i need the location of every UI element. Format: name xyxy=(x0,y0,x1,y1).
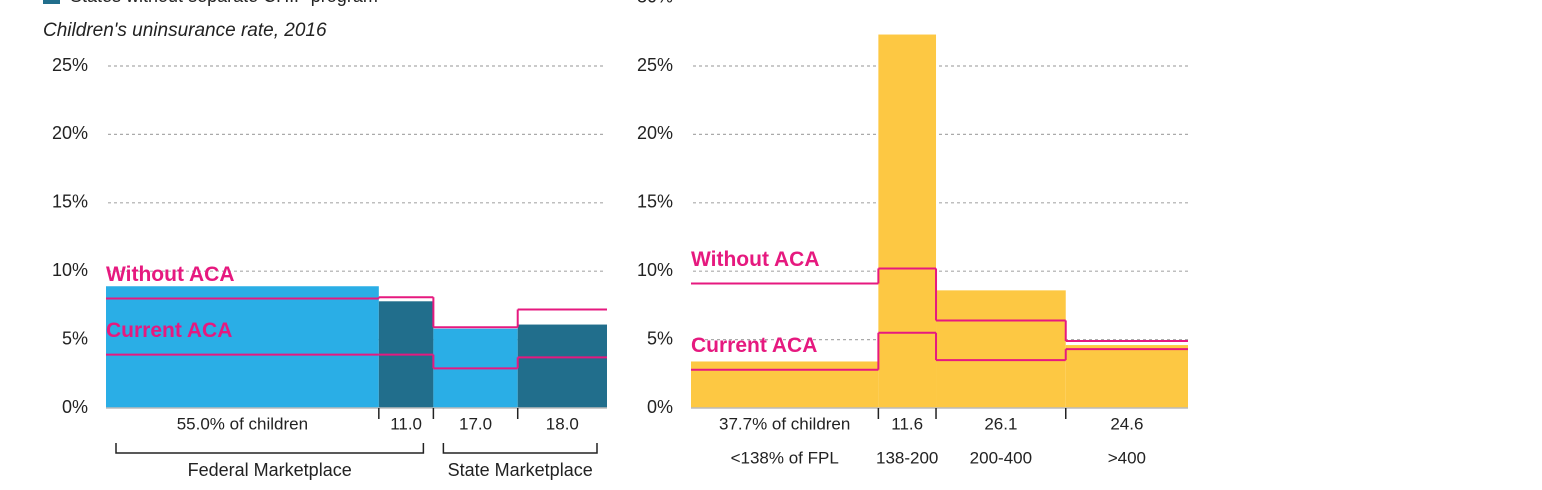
y-tick-label: 20% xyxy=(637,123,673,143)
y-tick-label: 10% xyxy=(52,260,88,280)
bar xyxy=(878,34,937,408)
line-label: Current ACA xyxy=(691,334,817,357)
y-tick-label: 25% xyxy=(637,55,673,75)
x-category-label: >400 xyxy=(1108,448,1146,467)
x-category-label: 138-200 xyxy=(876,448,938,467)
y-tick-label: 30% xyxy=(637,0,673,6)
width-label: 37.7% of children xyxy=(719,414,850,433)
group-label: Federal Marketplace xyxy=(188,460,352,480)
y-tick-label: 0% xyxy=(62,397,88,417)
y-tick-label: 15% xyxy=(637,192,673,212)
bar xyxy=(691,361,879,408)
width-label: 11.0 xyxy=(390,414,422,433)
width-label: 24.6 xyxy=(1110,414,1143,433)
legend-swatch xyxy=(43,0,60,4)
y-tick-label: 5% xyxy=(647,328,673,348)
width-label: 18.0 xyxy=(546,414,579,433)
bar xyxy=(106,286,379,408)
line-label: Without ACA xyxy=(691,248,820,271)
y-tick-label: 5% xyxy=(62,328,88,348)
line-label: Current ACA xyxy=(106,319,232,342)
bar xyxy=(1065,345,1188,408)
legend-label: States without separate CHIP program xyxy=(70,0,378,6)
y-tick-label: 10% xyxy=(637,260,673,280)
y-tick-label: 20% xyxy=(52,123,88,143)
y-tick-label: 0% xyxy=(647,397,673,417)
group-bracket xyxy=(442,443,598,454)
y-tick-label: 25% xyxy=(52,55,88,75)
line-label: Without ACA xyxy=(106,263,235,286)
width-label: 55.0% of children xyxy=(177,414,308,433)
width-label: 17.0 xyxy=(459,414,492,433)
x-category-label: <138% of FPL xyxy=(731,448,839,467)
width-label: 26.1 xyxy=(984,414,1017,433)
subtitle: Children's uninsurance rate, 2016 xyxy=(43,20,327,41)
group-bracket xyxy=(115,443,425,454)
bar xyxy=(936,290,1066,408)
group-label: State Marketplace xyxy=(448,460,593,480)
x-category-label: 200-400 xyxy=(970,448,1032,467)
y-tick-label: 15% xyxy=(52,192,88,212)
width-label: 11.6 xyxy=(891,414,923,433)
bar xyxy=(517,324,607,408)
